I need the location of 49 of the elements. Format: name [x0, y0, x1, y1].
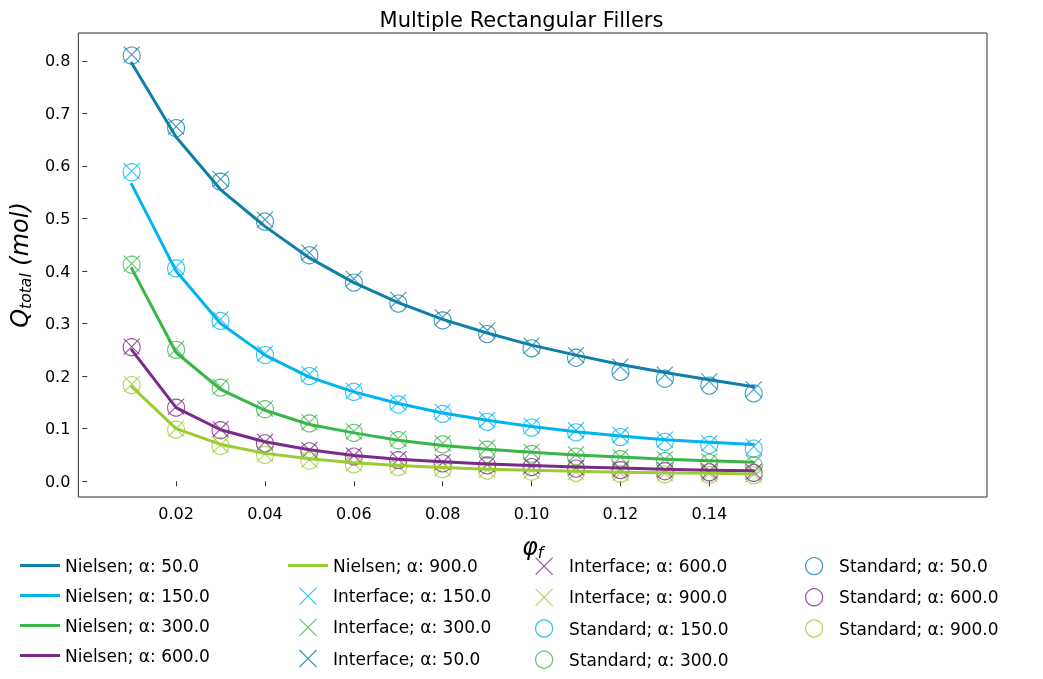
point — [745, 380, 763, 398]
x-tick-label: 0.08 — [424, 503, 461, 523]
legend-label: Interface; α: 600.0 — [569, 556, 728, 577]
x-tick-label: 0.06 — [336, 503, 372, 523]
legend-label: Standard; α: 150.0 — [569, 618, 729, 639]
legend-label: Interface; α: 150.0 — [333, 586, 492, 607]
legend-label: Interface; α: 300.0 — [333, 617, 492, 638]
x-tick-label: 0.04 — [247, 503, 283, 523]
legend-label: Nielsen; α: 50.0 — [65, 555, 200, 576]
legend-label: Standard; α: 600.0 — [839, 587, 999, 608]
point — [478, 321, 496, 339]
y-axis-title: Qtotal (mol) — [6, 202, 35, 328]
legend-label: Standard; α: 900.0 — [839, 618, 999, 639]
point — [433, 311, 452, 330]
x-tick-label: 0.14 — [691, 503, 728, 523]
y-tick-label: 0.2 — [44, 366, 71, 386]
y-tick-label: 0.0 — [44, 471, 71, 491]
point — [478, 325, 497, 344]
point — [389, 291, 407, 309]
legend-label: Nielsen; α: 300.0 — [65, 615, 210, 636]
legend-label: Nielsen; α: 150.0 — [65, 585, 210, 606]
legend-label: Interface; α: 900.0 — [569, 587, 728, 608]
point — [344, 273, 363, 292]
point — [700, 376, 719, 395]
point — [389, 294, 408, 313]
point — [434, 308, 452, 326]
point — [744, 384, 763, 403]
x-tick-label: 0.12 — [602, 503, 639, 523]
point — [611, 358, 629, 376]
y-tick-label: 0.8 — [44, 51, 71, 71]
y-tick-label: 0.1 — [44, 419, 71, 439]
legend-label: Standard; α: 300.0 — [569, 649, 729, 670]
point — [655, 369, 674, 388]
legend-label: Nielsen; α: 600.0 — [65, 645, 210, 666]
point — [700, 372, 718, 390]
y-tick-label: 0.4 — [44, 261, 71, 281]
y-tick-label: 0.7 — [44, 103, 71, 123]
legend-label: Interface; α: 50.0 — [333, 648, 481, 669]
chart-title: Multiple Rectangular Fillers — [379, 7, 664, 32]
legend-label: Nielsen; α: 900.0 — [333, 555, 478, 576]
y-tick-label: 0.6 — [44, 156, 71, 176]
legend-label: Standard; α: 50.0 — [839, 556, 988, 577]
y-tick-label: 0.3 — [44, 314, 71, 334]
point — [611, 362, 630, 381]
x-tick-label: 0.10 — [513, 503, 550, 523]
x-tick-label: 0.02 — [158, 503, 194, 523]
point — [656, 366, 674, 384]
y-tick-label: 0.5 — [44, 208, 71, 228]
point — [345, 270, 363, 288]
